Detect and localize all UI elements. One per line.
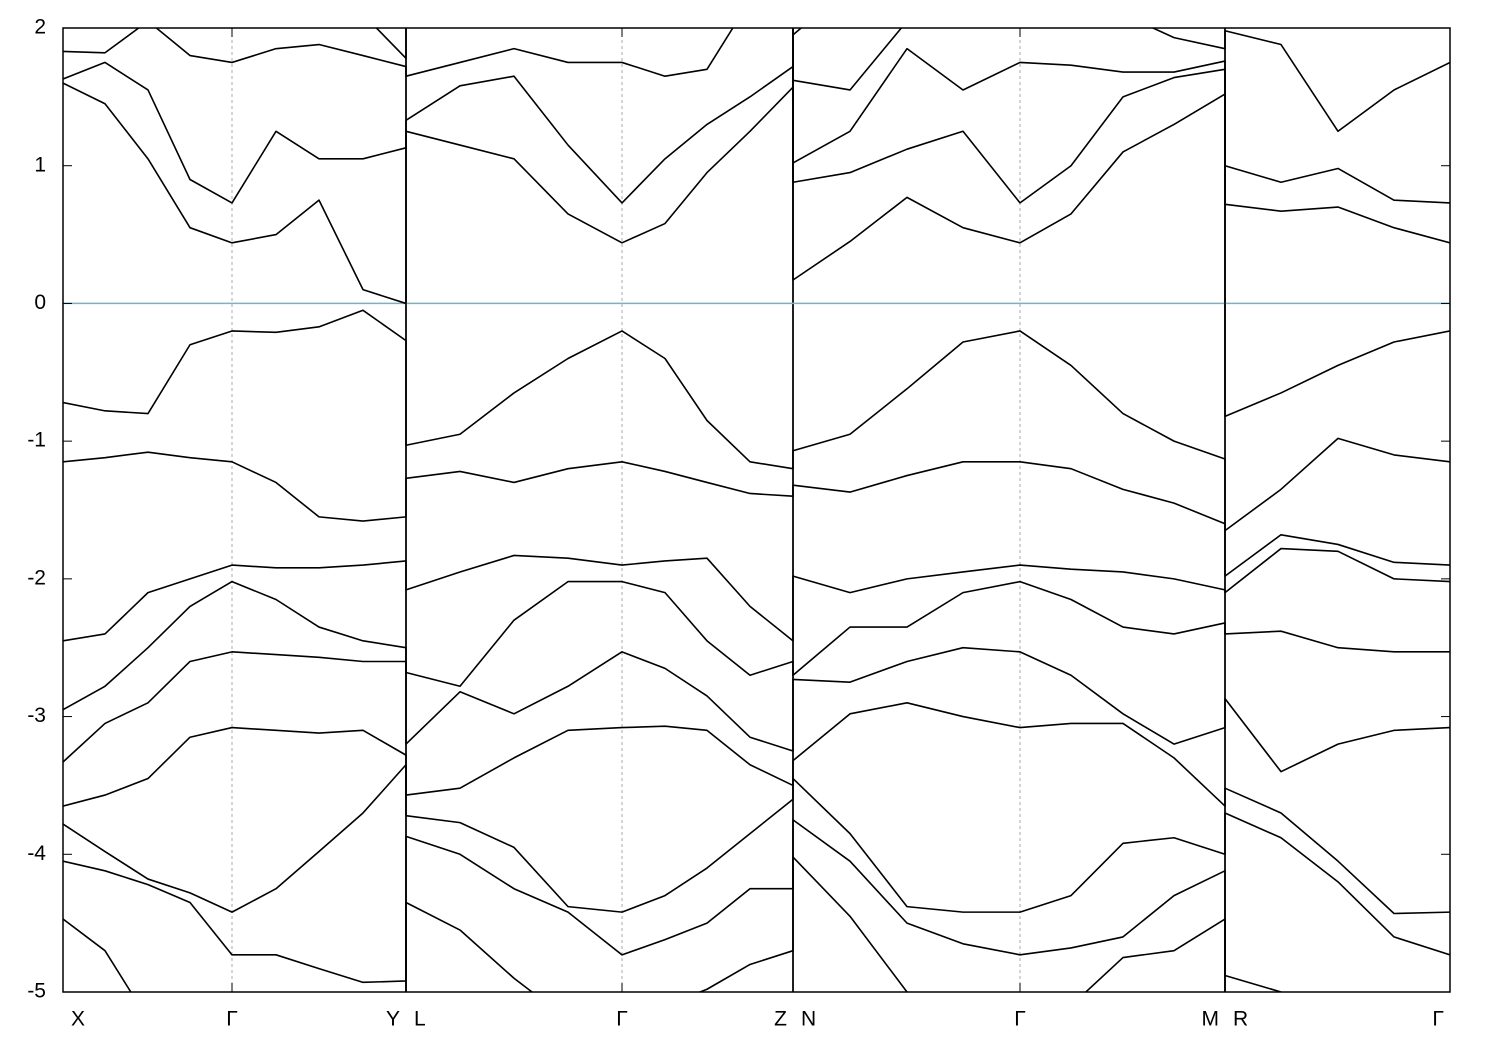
y-tick-label: -3 [27,704,46,727]
x-tick-label: Y [386,1008,400,1031]
band-line [792,28,803,36]
band-line [63,28,1450,204]
band-line [63,580,1450,711]
band-line [63,819,1283,992]
x-tick-label: Γ [1432,1008,1444,1031]
band-line [63,856,1226,992]
y-tick-label: 1 [34,153,46,176]
x-tick-label: N [801,1008,816,1031]
x-tick-label: R [1233,1008,1248,1031]
x-tick-label: Z [774,1008,787,1031]
x-tick-label: L [414,1008,426,1031]
band-line [63,309,1450,532]
band-line [63,451,1450,577]
x-tick-label: Γ [1014,1008,1026,1031]
band-line [63,82,1450,418]
y-tick-label: -4 [27,842,46,865]
band-line [63,763,1450,956]
y-tick-label: 2 [34,16,46,39]
band-line [63,61,1450,244]
x-tick-label: Γ [616,1008,628,1031]
x-tick-label: M [1202,1008,1220,1031]
x-tick-label: Γ [226,1008,238,1031]
y-tick-label: -1 [27,429,46,452]
band-line [63,646,1450,773]
band-line [63,547,1450,642]
plot-frame [62,27,1451,993]
band-line [63,702,1450,915]
y-tick-label: 0 [34,291,46,314]
band-line [63,28,1450,133]
x-tick-label: X [71,1008,85,1031]
y-tick-label: -5 [27,980,46,1003]
y-tick-label: -2 [27,566,46,589]
